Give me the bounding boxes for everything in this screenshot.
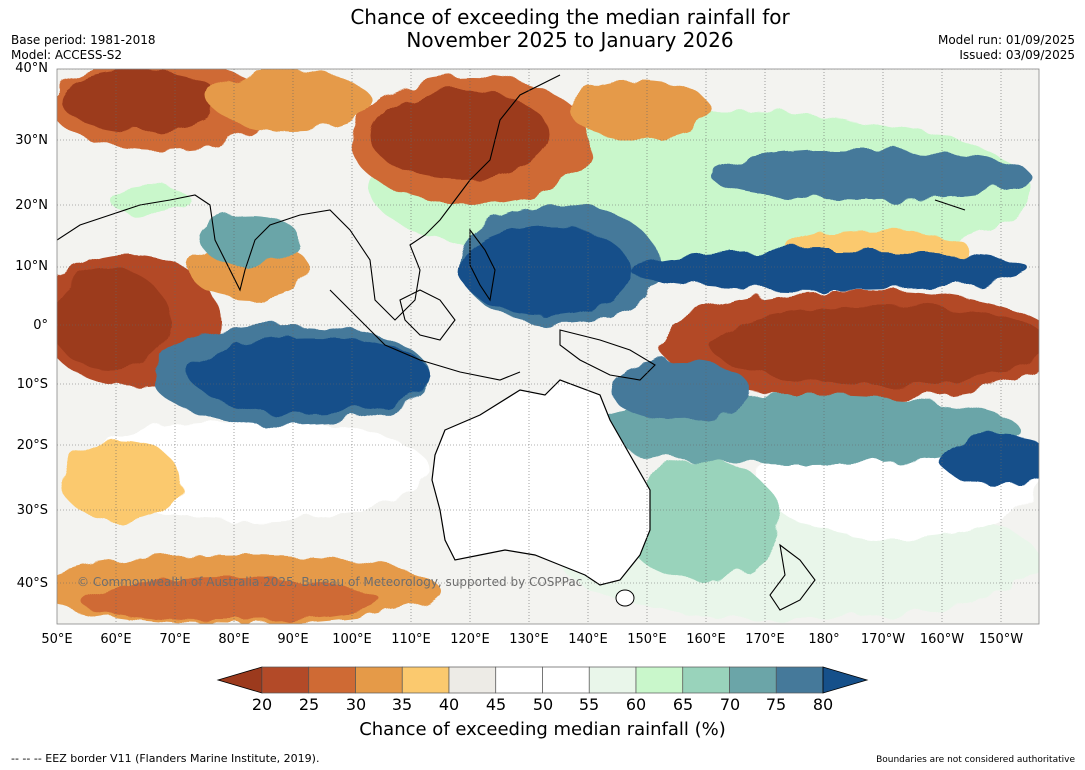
lat-label: 20°S — [16, 438, 48, 453]
lat-label: 30°N — [15, 133, 48, 148]
model-run-text: Model run: 01/09/2025 — [937, 33, 1075, 47]
colorbar-tick: 25 — [298, 695, 320, 714]
colorbar-tick: 70 — [719, 695, 741, 714]
lat-label: 40°S — [16, 576, 48, 591]
colorbar-segment — [682, 666, 730, 694]
lon-label: 100°E — [332, 632, 372, 647]
coastlines — [57, 74, 966, 611]
colorbar-low-arrow — [216, 666, 263, 694]
lat-label: 10°S — [16, 377, 48, 392]
lat-label: 20°N — [15, 198, 48, 213]
colorbar-tick: 60 — [625, 695, 647, 714]
lon-label: 150°E — [627, 632, 667, 647]
map-frame — [56, 68, 1040, 625]
colorbar-tick: 45 — [485, 695, 507, 714]
lat-label: 0° — [33, 318, 48, 333]
colorbar-label: Chance of exceeding median rainfall (%) — [359, 719, 726, 740]
colorbar-segment — [448, 666, 497, 694]
lon-label: 60°E — [100, 632, 132, 647]
colorbar-tick: 20 — [251, 695, 273, 714]
lat-label: 30°S — [16, 503, 48, 518]
lat-label: 10°N — [15, 259, 48, 274]
lon-label: 140°E — [568, 632, 608, 647]
colorbar-segment — [355, 666, 403, 694]
colorbar-tick: 30 — [345, 695, 367, 714]
lon-label: 70°E — [159, 632, 191, 647]
colorbar-segment — [401, 666, 450, 694]
colorbar-high-arrow — [822, 666, 869, 694]
colorbar-segment — [495, 666, 543, 694]
colorbar-tick: 40 — [438, 695, 460, 714]
colorbar-segment — [542, 666, 590, 694]
colorbar-tick: 80 — [812, 695, 834, 714]
colorbar-segment — [729, 666, 777, 694]
copyright-notice: © Commonwealth of Australia 2025, Bureau… — [77, 575, 583, 589]
lon-label: 50°E — [41, 632, 73, 647]
issued-date-text: Issued: 03/09/2025 — [959, 48, 1075, 62]
map-title-line-2: November 2025 to January 2026 — [406, 28, 734, 52]
australia-landmass — [431, 379, 651, 586]
colorbar-tick: 50 — [532, 695, 554, 714]
colorbar-segment — [308, 666, 356, 694]
colorbar-tick: 35 — [391, 695, 413, 714]
tasmania-landmass — [615, 589, 635, 607]
lon-label: 160°W — [919, 632, 965, 647]
boundary-disclaimer: Boundaries are not considered authoritat… — [876, 755, 1075, 765]
colorbar-segment — [588, 666, 637, 694]
run-info: Model run: 01/09/2025 Issued: 03/09/2025 — [938, 33, 1075, 63]
model-name-text: Model: ACCESS-S2 — [11, 48, 123, 62]
lat-label: 40°N — [15, 61, 48, 76]
colorbar-segments — [216, 666, 869, 694]
colorbar-tick: 65 — [672, 695, 694, 714]
lon-label: 180° — [808, 632, 840, 647]
colorbar-segment — [635, 666, 684, 694]
colorbar-segment — [261, 666, 310, 694]
lon-label: 160°E — [686, 632, 726, 647]
lon-label: 90°E — [277, 632, 309, 647]
eez-border-note: -- -- -- EEZ border V11 (Flanders Marine… — [11, 752, 320, 765]
colorbar-tick: 55 — [578, 695, 600, 714]
base-period-text: Base period: 1981-2018 — [11, 33, 156, 47]
lon-label: 130°E — [509, 632, 549, 647]
colorbar-segment — [775, 666, 824, 694]
lon-label: 80°E — [218, 632, 250, 647]
base-info: Base period: 1981-2018 Model: ACCESS-S2 — [11, 33, 156, 63]
graticule — [57, 69, 1039, 624]
map-title-line-1: Chance of exceeding the median rainfall … — [350, 5, 790, 29]
colorbar-tick: 75 — [765, 695, 787, 714]
lon-label: 120°E — [450, 632, 490, 647]
lon-label: 110°E — [391, 632, 431, 647]
lon-label: 170°E — [745, 632, 785, 647]
lon-label: 150°W — [978, 632, 1024, 647]
lon-label: 170°W — [860, 632, 906, 647]
